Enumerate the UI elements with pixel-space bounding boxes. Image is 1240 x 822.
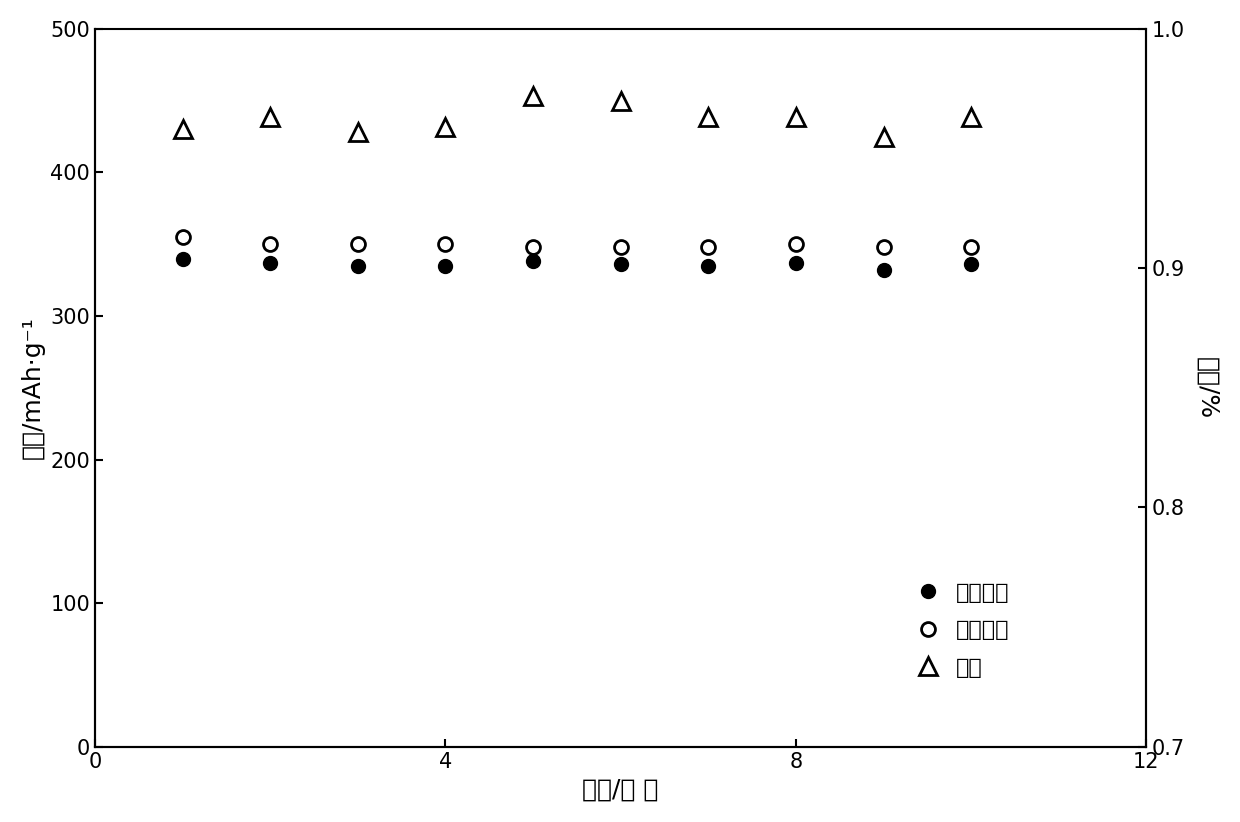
效率 [701, 113, 715, 122]
放电容量 [789, 258, 804, 268]
效率 [351, 127, 366, 136]
效率 [963, 113, 978, 122]
放电容量 [875, 266, 890, 275]
Line: 放电容量: 放电容量 [176, 252, 978, 277]
放电容量 [526, 256, 541, 266]
充电容量 [963, 242, 978, 252]
Y-axis label: 效率/%: 效率/% [1195, 357, 1219, 419]
效率 [526, 91, 541, 101]
Line: 充电容量: 充电容量 [176, 230, 978, 254]
放电容量 [175, 254, 190, 264]
放电容量 [963, 260, 978, 270]
充电容量 [789, 239, 804, 249]
充电容量 [526, 242, 541, 252]
效率 [614, 95, 629, 105]
效率 [263, 113, 278, 122]
X-axis label: 循环/次 数: 循环/次 数 [583, 777, 658, 801]
充电容量 [438, 239, 453, 249]
放电容量 [701, 261, 715, 270]
效率 [175, 124, 190, 134]
放电容量 [263, 258, 278, 268]
充电容量 [351, 239, 366, 249]
效率 [438, 122, 453, 132]
充电容量 [614, 242, 629, 252]
放电容量 [438, 261, 453, 270]
充电容量 [263, 239, 278, 249]
Y-axis label: 容量/mAh·g⁻¹: 容量/mAh·g⁻¹ [21, 316, 45, 459]
放电容量 [351, 261, 366, 270]
充电容量 [175, 232, 190, 242]
充电容量 [701, 242, 715, 252]
Line: 效率: 效率 [174, 87, 980, 145]
放电容量 [614, 260, 629, 270]
效率 [789, 113, 804, 122]
Legend: 放电容量, 充电容量, 效率: 放电容量, 充电容量, 效率 [923, 583, 1009, 678]
效率 [875, 132, 890, 141]
充电容量 [875, 242, 890, 252]
